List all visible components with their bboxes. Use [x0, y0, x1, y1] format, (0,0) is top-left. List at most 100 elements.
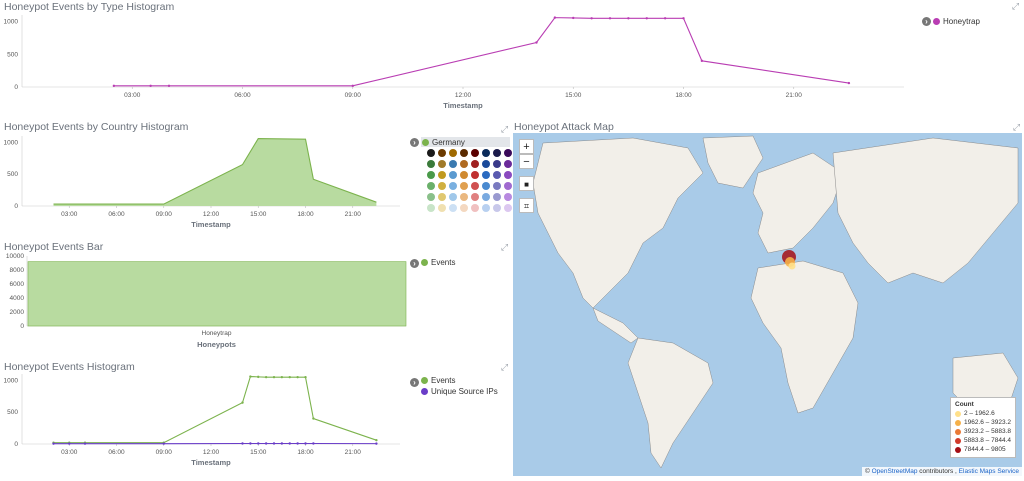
attribution-contributors: contributors , [919, 468, 957, 475]
color-swatch[interactable] [504, 182, 512, 190]
y-tick-label: 8000 [10, 267, 25, 274]
x-tick-label: 15:00 [250, 211, 267, 218]
color-swatch[interactable] [427, 204, 435, 212]
color-swatch[interactable] [449, 204, 457, 212]
series-line [113, 17, 849, 87]
zoom-in-button[interactable]: + [519, 139, 534, 154]
legend-toggle-icon[interactable]: › [410, 259, 419, 268]
color-swatch[interactable] [449, 149, 457, 157]
color-swatch[interactable] [493, 160, 501, 168]
color-swatch[interactable] [493, 171, 501, 179]
expand-icon[interactable]: ⤢ [1012, 122, 1021, 132]
legend-item[interactable]: Unique Source IPs [421, 386, 498, 397]
expand-icon[interactable]: ⤢ [1011, 1, 1020, 11]
color-swatch[interactable] [482, 182, 490, 190]
color-swatch[interactable] [471, 182, 479, 190]
color-swatch[interactable] [438, 149, 446, 157]
legend-dot [421, 259, 428, 266]
legend-selected-item[interactable]: Germany [421, 137, 510, 147]
color-swatch[interactable] [493, 204, 501, 212]
color-swatch[interactable] [449, 182, 457, 190]
color-swatch[interactable] [438, 182, 446, 190]
color-swatch[interactable] [460, 149, 468, 157]
x-axis-title: Timestamp [191, 220, 231, 229]
color-swatch[interactable] [471, 160, 479, 168]
color-swatch[interactable] [482, 171, 490, 179]
color-swatch[interactable] [471, 204, 479, 212]
color-swatch[interactable] [427, 149, 435, 157]
color-swatch[interactable] [460, 182, 468, 190]
legend-dot [422, 139, 429, 146]
legend-item[interactable]: Events [421, 257, 455, 268]
color-swatch[interactable] [493, 149, 501, 157]
color-swatch[interactable] [504, 204, 512, 212]
color-swatch[interactable] [427, 160, 435, 168]
x-axis-title: Honeypots [197, 340, 236, 349]
color-swatch[interactable] [427, 171, 435, 179]
data-point [167, 84, 171, 88]
color-swatch[interactable] [449, 193, 457, 201]
legend-item[interactable]: Honeytrap [933, 16, 980, 27]
panel-events-by-type: Honeypot Events by Type Histogram ⤢ 0 500… [0, 0, 1024, 118]
expand-icon[interactable]: ⤢ [500, 362, 509, 372]
color-swatch[interactable] [438, 160, 446, 168]
color-swatch[interactable] [460, 193, 468, 201]
data-point [272, 442, 276, 445]
chart-events-by-country: 0 500 1000 03:00 06:00 09:00 12:00 15:00 18:00 21… [4, 136, 400, 229]
color-swatch[interactable] [438, 204, 446, 212]
series-line [53, 375, 377, 444]
color-swatch[interactable] [427, 182, 435, 190]
chart-events-histogram: 0 500 1000 03:00 06:00 09:00 12:00 15:00 18:00 21… [4, 374, 400, 467]
map-legend-dot [955, 419, 961, 426]
color-swatch[interactable] [471, 193, 479, 201]
legend-label: Honeytrap [943, 17, 980, 26]
color-swatch[interactable] [504, 193, 512, 201]
color-swatch[interactable] [493, 182, 501, 190]
map-legend-item: 1962.6 – 3923.2 [955, 418, 1011, 427]
y-tick-label: 4000 [10, 295, 25, 302]
color-swatch[interactable] [438, 193, 446, 201]
color-swatch[interactable] [482, 149, 490, 157]
color-swatch[interactable] [449, 160, 457, 168]
color-swatch[interactable] [471, 149, 479, 157]
legend-item[interactable]: Events [421, 375, 498, 386]
legend-toggle-icon[interactable]: › [410, 138, 419, 147]
ems-link[interactable]: Elastic Maps Service [958, 468, 1019, 475]
color-swatch[interactable] [482, 193, 490, 201]
color-swatch[interactable] [504, 149, 512, 157]
data-point [264, 375, 268, 379]
expand-icon[interactable]: ⤢ [500, 124, 509, 134]
color-swatch[interactable] [460, 160, 468, 168]
panel-title: Honeypot Events by Country Histogram [4, 121, 189, 133]
x-tick-label: 06:00 [108, 211, 125, 218]
x-axis-title: Timestamp [443, 101, 483, 110]
osm-link[interactable]: OpenStreetMap [871, 468, 918, 475]
y-tick-label: 500 [7, 51, 18, 58]
legend-toggle-icon[interactable]: › [410, 378, 419, 387]
data-point [663, 17, 667, 20]
color-swatch[interactable] [482, 204, 490, 212]
color-swatch[interactable] [460, 171, 468, 179]
color-swatch[interactable] [438, 171, 446, 179]
world-map[interactable]: + − ■ ⌗ Count 2 – 1962.6 1962.6 – 3923.2 3… [513, 133, 1022, 476]
color-swatch[interactable] [449, 171, 457, 179]
color-swatch[interactable] [504, 171, 512, 179]
color-picker[interactable] [427, 149, 513, 213]
series-area [53, 138, 377, 206]
color-swatch[interactable] [471, 171, 479, 179]
data-point [700, 59, 704, 63]
zoom-out-button[interactable]: − [519, 154, 534, 169]
fit-bounds-icon[interactable]: ⌗ [519, 198, 534, 213]
x-tick-label: 03:00 [124, 92, 141, 99]
color-swatch[interactable] [460, 204, 468, 212]
color-swatch[interactable] [504, 160, 512, 168]
legend-dot [933, 18, 940, 25]
color-swatch[interactable] [493, 193, 501, 201]
draw-rectangle-icon[interactable]: ■ [519, 176, 534, 191]
data-point [312, 417, 315, 420]
attack-marker [788, 262, 796, 270]
legend-toggle-icon[interactable]: › [922, 17, 931, 26]
color-swatch[interactable] [482, 160, 490, 168]
color-swatch[interactable] [427, 193, 435, 201]
expand-icon[interactable]: ⤢ [500, 242, 509, 252]
